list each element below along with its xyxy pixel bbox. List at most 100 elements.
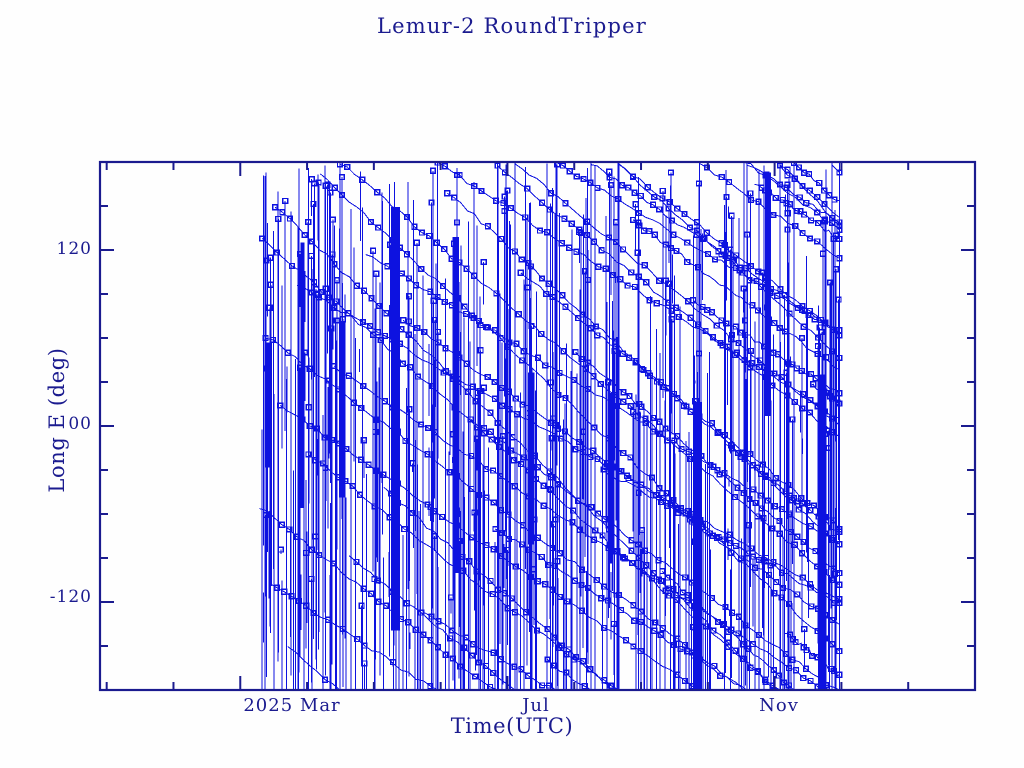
data-point-marker xyxy=(814,193,821,201)
data-point-marker xyxy=(681,210,688,218)
data-point-marker xyxy=(368,590,375,597)
data-point-marker xyxy=(552,422,559,429)
data-point-marker xyxy=(327,189,334,196)
data-point-marker xyxy=(595,510,602,517)
data-point-marker xyxy=(732,647,739,654)
data-point-marker xyxy=(734,484,741,491)
data-point-marker xyxy=(424,451,431,458)
data-point-marker xyxy=(620,389,627,396)
data-point-marker xyxy=(600,624,608,632)
data-point-marker xyxy=(745,645,752,652)
data-point-marker xyxy=(365,461,372,468)
data-point-marker xyxy=(795,164,803,171)
data-point-marker xyxy=(682,574,689,581)
y-tick-label-minus-120: -120 xyxy=(49,587,92,607)
data-point-marker xyxy=(301,231,308,239)
data-point-marker xyxy=(666,198,673,206)
data-point-marker xyxy=(762,676,769,683)
data-point-marker xyxy=(718,173,725,181)
data-point-marker xyxy=(539,199,546,206)
data-point-marker xyxy=(543,290,550,298)
data-point-marker xyxy=(330,304,337,311)
data-point-marker xyxy=(789,361,796,368)
data-point-marker xyxy=(747,664,754,671)
data-point-marker xyxy=(791,398,798,406)
data-point-marker xyxy=(807,677,814,685)
data-point-marker xyxy=(572,348,579,356)
y-tick-0-wrap: 120 xyxy=(20,239,92,259)
data-point-marker xyxy=(663,490,670,497)
data-point-marker xyxy=(774,292,781,299)
data-point-marker xyxy=(538,275,546,282)
data-point-marker xyxy=(674,205,681,212)
data-point-marker xyxy=(727,246,734,253)
data-point-marker xyxy=(657,631,664,638)
data-point-marker xyxy=(769,525,776,532)
data-point-marker xyxy=(814,238,821,245)
data-point-marker xyxy=(380,471,387,478)
data-point-marker xyxy=(539,682,546,689)
dense-pass-cluster xyxy=(764,172,772,417)
data-point-marker xyxy=(808,217,815,224)
data-point-marker xyxy=(708,309,716,316)
y-tick-label-00: 00 xyxy=(68,414,92,434)
data-point-marker xyxy=(568,220,575,227)
data-point-marker xyxy=(678,446,685,453)
data-point-marker xyxy=(618,468,625,475)
data-point-marker xyxy=(797,208,804,215)
data-point-marker xyxy=(441,298,448,306)
data-point-marker xyxy=(625,184,632,191)
data-point-marker xyxy=(444,190,451,197)
data-point-marker xyxy=(816,179,823,187)
data-point-marker xyxy=(717,672,724,679)
data-point-marker xyxy=(487,428,494,435)
data-point-marker xyxy=(807,507,814,514)
data-point-marker xyxy=(512,395,519,402)
data-point-marker xyxy=(799,306,806,313)
data-point-marker xyxy=(524,185,531,192)
data-point-marker xyxy=(836,222,843,229)
y-tick-label-120: 120 xyxy=(56,239,92,259)
data-point-marker xyxy=(726,178,733,186)
data-point-marker xyxy=(766,571,773,579)
data-point-marker xyxy=(755,198,762,205)
data-point-marker xyxy=(650,414,657,422)
data-point-marker xyxy=(310,200,317,208)
data-point-marker xyxy=(360,382,367,390)
data-point-marker xyxy=(742,317,749,324)
data-point-marker xyxy=(400,317,407,324)
data-point-marker xyxy=(718,317,725,324)
data-point-marker xyxy=(405,293,413,300)
data-point-marker xyxy=(657,379,665,386)
data-point-marker xyxy=(802,665,810,672)
data-point-marker xyxy=(651,193,658,201)
x-axis-title: Time(UTC) xyxy=(450,714,574,738)
data-point-marker xyxy=(754,307,762,314)
data-point-marker xyxy=(628,269,635,276)
data-point-marker xyxy=(518,256,525,263)
data-point-marker xyxy=(580,658,587,665)
data-point-marker xyxy=(478,187,485,195)
data-point-marker xyxy=(453,171,461,179)
data-point-marker xyxy=(792,639,799,646)
data-point-marker xyxy=(640,366,647,374)
axis-frame-layer xyxy=(98,160,977,692)
data-point-marker xyxy=(687,455,694,463)
data-point-marker xyxy=(433,239,440,246)
data-point-marker xyxy=(328,325,335,332)
data-point-marker xyxy=(375,598,382,605)
data-point-marker xyxy=(793,207,801,215)
y-tick-2-wrap: -120 xyxy=(20,587,92,607)
data-point-marker xyxy=(597,380,604,388)
data-point-marker xyxy=(666,592,673,599)
data-point-marker xyxy=(792,222,799,230)
data-point-marker xyxy=(784,181,791,188)
data-point-marker xyxy=(789,656,796,663)
data-point-marker xyxy=(744,231,751,238)
data-point-marker xyxy=(595,263,602,270)
data-point-marker xyxy=(515,311,522,318)
data-point-marker xyxy=(598,247,605,254)
data-point-marker xyxy=(764,497,771,504)
data-point-marker xyxy=(827,279,834,286)
